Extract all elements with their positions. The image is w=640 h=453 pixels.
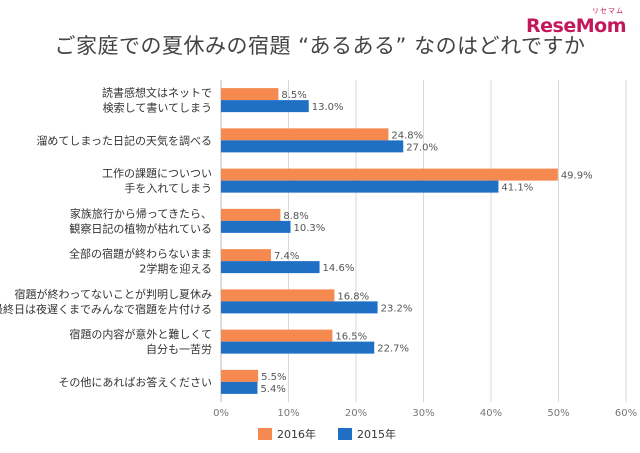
bar: [221, 128, 389, 141]
category-label: 自分も一苦労: [146, 342, 212, 356]
bar: [221, 208, 281, 221]
legend-swatch: [258, 428, 272, 440]
bar: [221, 329, 333, 342]
category-label: 全部の宿題が終わらないまま: [69, 247, 212, 261]
bar: [221, 381, 258, 394]
category-label: 家族旅行から帰ってきたら、: [70, 206, 212, 220]
data-label: 24.8%: [391, 130, 423, 141]
category-label: 手を入れてしまう: [124, 181, 212, 195]
category-label: その他にあればお答えください: [58, 375, 212, 389]
bar: [221, 261, 320, 274]
data-label: 27.0%: [406, 142, 438, 153]
data-label: 8.5%: [281, 90, 306, 101]
data-label: 5.4%: [260, 384, 285, 395]
data-label: 22.7%: [377, 344, 409, 355]
data-label: 8.8%: [283, 211, 308, 222]
data-label: 49.9%: [561, 171, 593, 182]
data-label: 16.5%: [335, 332, 367, 343]
data-label: 16.8%: [337, 291, 369, 302]
category-label: 検索して書いてしまう: [103, 101, 212, 115]
logo-text: ReseMom: [526, 15, 626, 37]
bar: [221, 168, 558, 181]
x-tick-label: 10%: [277, 408, 299, 419]
logo-subtext: リセマム: [592, 7, 624, 15]
bar: [221, 88, 279, 101]
x-tick-label: 50%: [547, 408, 569, 419]
legend-label: 2016年: [277, 427, 316, 441]
resemom-logo: リセマム ReseMom: [526, 6, 626, 37]
data-label: 10.3%: [294, 223, 326, 234]
bar: [221, 180, 499, 193]
x-tick-label: 20%: [345, 408, 367, 419]
bar: [221, 100, 309, 113]
x-tick-label: 40%: [480, 408, 502, 419]
data-label: 5.5%: [261, 372, 286, 383]
legend-label: 2015年: [357, 427, 396, 441]
category-label: 読書感想文はネットで: [102, 86, 212, 100]
x-tick-label: 60%: [615, 408, 637, 419]
bar: [221, 140, 404, 153]
bar: [221, 369, 259, 382]
category-label: 最終日は夜遅くまでみんなで宿題を片付ける: [0, 302, 212, 316]
bar: [221, 249, 271, 262]
category-label: 宿題が終わってないことが判明し夏休み: [15, 287, 212, 301]
category-label: 2学期を迎える: [139, 262, 212, 276]
data-label: 41.1%: [501, 183, 533, 194]
x-tick-label: 0%: [213, 408, 229, 419]
legend-swatch: [338, 428, 352, 440]
data-label: 13.0%: [312, 102, 344, 113]
bar: [221, 341, 375, 354]
x-tick-label: 30%: [412, 408, 434, 419]
chart-title: ご家庭での夏休みの宿題 “あるある” なのはどれですか: [54, 34, 586, 58]
category-label: 宿題の内容が意外と難しくて: [69, 327, 212, 341]
bar: [221, 220, 291, 233]
data-label: 7.4%: [274, 251, 299, 262]
data-label: 23.2%: [381, 303, 413, 314]
bar: [221, 301, 378, 314]
bar: [221, 289, 335, 302]
category-label: 観察日記の植物が枯れている: [69, 221, 212, 235]
data-label: 14.6%: [323, 263, 355, 274]
category-label: 工作の課題についつい: [102, 166, 212, 180]
category-label: 溜めてしまった日記の天気を調べる: [36, 133, 212, 147]
